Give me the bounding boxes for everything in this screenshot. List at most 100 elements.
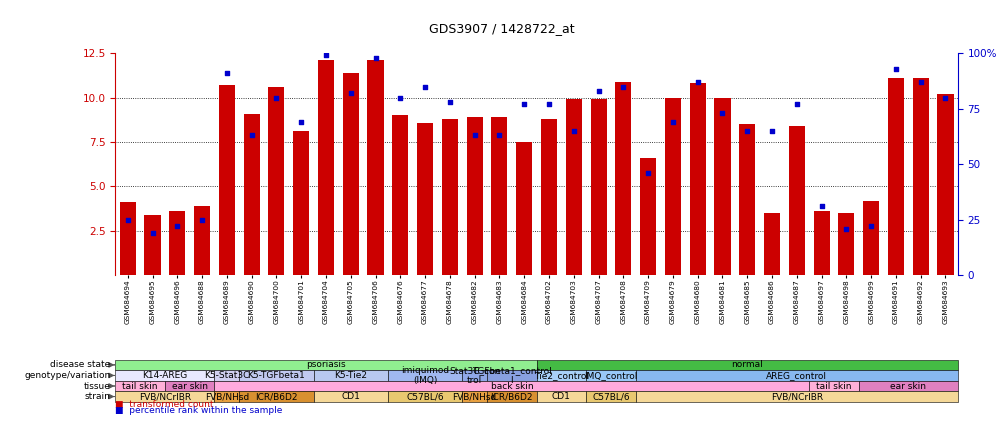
Text: GDS3907 / 1428722_at: GDS3907 / 1428722_at [428,22,574,35]
Bar [614,82,631,275]
Bar [392,115,408,275]
Bar [639,158,655,275]
Point [912,79,928,86]
Text: ICR/B6D2: ICR/B6D2 [490,392,532,401]
Bar [689,83,705,275]
Text: disease state: disease state [50,361,110,369]
Bar [565,99,581,275]
Point [392,94,408,101]
Point [639,170,655,177]
Point [218,70,234,77]
Text: IMQ_control: IMQ_control [584,371,637,380]
Point [764,127,780,135]
Text: CD1: CD1 [341,392,360,401]
Text: CD1: CD1 [551,392,570,401]
Bar [144,215,160,275]
Bar [218,85,234,275]
Bar [343,73,359,275]
Text: ■  transformed count: ■ transformed count [115,400,213,408]
Text: imiquimod
(IMQ): imiquimod (IMQ) [401,366,449,385]
Text: psoriasis: psoriasis [306,361,346,369]
Point [713,110,729,117]
Text: K5-TGFbeta1: K5-TGFbeta1 [247,371,305,380]
Point [540,101,556,108]
Text: C57BL/6: C57BL/6 [591,392,629,401]
Point [565,127,581,135]
Bar [838,213,854,275]
Point [119,216,135,223]
Text: ■  percentile rank within the sample: ■ percentile rank within the sample [115,406,283,415]
Point [466,132,482,139]
Bar [862,201,879,275]
Text: C57BL/6: C57BL/6 [406,392,444,401]
Text: AREG_control: AREG_control [766,371,827,380]
Point [887,65,903,72]
Bar [813,211,829,275]
Text: K14-AREG: K14-AREG [142,371,187,380]
Text: K5-Tie2: K5-Tie2 [334,371,367,380]
Text: back skin: back skin [490,381,533,391]
Point [664,119,680,126]
Point [590,87,606,95]
Point [838,225,854,232]
Text: FVB/NHsd: FVB/NHsd [204,392,248,401]
Point [293,119,309,126]
Bar [417,123,433,275]
Point [318,52,334,59]
Bar [169,211,185,275]
Text: normal: normal [730,361,763,369]
Point [689,79,705,86]
Text: Tie2_control: Tie2_control [533,371,588,380]
Point [417,83,433,90]
Bar [912,78,928,275]
Bar [293,131,309,275]
Text: genotype/variation: genotype/variation [24,371,110,380]
Bar [269,87,285,275]
Text: Stat3C_con
trol: Stat3C_con trol [449,366,500,385]
Point [788,101,804,108]
Bar [367,60,383,275]
Bar [887,78,903,275]
Text: ear skin: ear skin [890,381,926,391]
Text: FVB/NCrIBR: FVB/NCrIBR [138,392,190,401]
Bar [516,142,532,275]
Bar [788,126,804,275]
Bar [318,60,334,275]
Bar [738,124,755,275]
Text: ear skin: ear skin [171,381,207,391]
Text: tissue: tissue [83,381,110,391]
Text: FVB/NCrIBR: FVB/NCrIBR [770,392,822,401]
Point [614,83,630,90]
Point [243,132,260,139]
Text: K5-Stat3C: K5-Stat3C [204,371,249,380]
Point [442,99,458,106]
Bar [491,117,507,275]
Point [516,101,532,108]
Point [937,94,953,101]
Bar [193,206,210,275]
Text: tail skin: tail skin [122,381,157,391]
Point [193,216,209,223]
Bar [764,213,780,275]
Bar [664,98,680,275]
Point [738,127,755,135]
Bar [243,114,260,275]
Bar [466,117,482,275]
Bar [937,94,953,275]
Point [169,223,185,230]
Bar [441,119,458,275]
Text: TGFbeta1_control
l: TGFbeta1_control l [472,366,551,385]
Point [813,203,829,210]
Bar [540,119,556,275]
Bar [590,99,606,275]
Point [269,94,285,101]
Bar [119,202,135,275]
Text: ICR/B6D2: ICR/B6D2 [255,392,298,401]
Text: strain: strain [84,392,110,401]
Point [144,230,160,237]
Point [367,54,383,61]
Point [343,90,359,97]
Bar [713,98,729,275]
Text: tail skin: tail skin [816,381,851,391]
Point [863,223,879,230]
